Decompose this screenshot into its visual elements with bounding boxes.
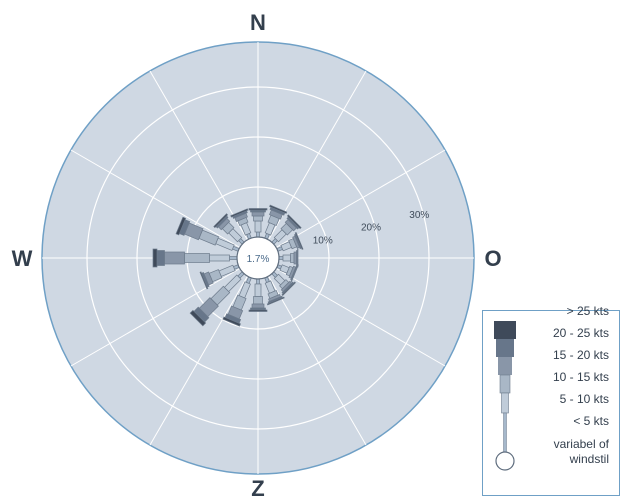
grid-spoke bbox=[268, 275, 367, 446]
grid-spoke bbox=[149, 275, 248, 446]
legend-label-10-15: 10 - 15 kts bbox=[552, 370, 609, 384]
compass-south-label: Z bbox=[251, 476, 264, 499]
legend-swatch-lt5 bbox=[503, 412, 507, 454]
bar-segment bbox=[209, 254, 230, 262]
direction-bar-Z bbox=[248, 278, 268, 312]
legend-label-5-10: 5 - 10 kts bbox=[559, 392, 609, 406]
bar-segment bbox=[256, 231, 260, 238]
direction-bar-W bbox=[152, 248, 238, 268]
grid-spoke bbox=[149, 70, 248, 241]
bar-segment bbox=[286, 214, 302, 230]
bar-segment bbox=[269, 204, 288, 214]
calm-value-label: 1.7% bbox=[247, 254, 270, 265]
bar-segment bbox=[199, 271, 209, 290]
legend-label-calm-2: windstil bbox=[569, 452, 609, 466]
bar-segment bbox=[251, 303, 265, 309]
legend-swatch-5-10 bbox=[501, 392, 509, 414]
direction-bar-WZW bbox=[199, 264, 240, 290]
legend-label-20-25: 20 - 25 kts bbox=[552, 326, 609, 340]
bar-segment bbox=[297, 248, 299, 268]
bar-segment bbox=[248, 309, 268, 312]
bar-segment bbox=[254, 220, 262, 233]
legend-label-lt5: < 5 kts bbox=[573, 414, 609, 428]
direction-bar-OZO bbox=[276, 264, 299, 283]
grid-spoke bbox=[275, 268, 446, 367]
bar-segment bbox=[281, 281, 296, 296]
bar-segment bbox=[294, 232, 304, 250]
direction-bar-ZZO bbox=[264, 276, 285, 306]
bar-segment bbox=[152, 248, 158, 268]
compass-west-label: W bbox=[12, 246, 33, 271]
calm-circle bbox=[236, 236, 280, 280]
bar-segment bbox=[290, 264, 299, 283]
bar-segment bbox=[290, 253, 295, 263]
bar-segment bbox=[230, 208, 249, 218]
bar-segment bbox=[222, 316, 241, 327]
grid-spoke bbox=[275, 149, 446, 248]
direction-bar-N bbox=[248, 208, 268, 238]
legend-swatch-15-20 bbox=[498, 357, 512, 375]
bar-segment bbox=[189, 309, 207, 327]
bar-segment bbox=[254, 283, 262, 297]
legend-swatch-gt25 bbox=[494, 321, 516, 339]
rose-grid: 10% 20% 30% bbox=[42, 42, 474, 474]
direction-bar-ZW bbox=[189, 271, 245, 327]
legend: > 25 kts 20 - 25 kts 15 - 20 kts 10 - 15… bbox=[482, 304, 620, 496]
legend-label-calm-1: variabel of bbox=[553, 437, 609, 451]
bar-segment bbox=[256, 278, 260, 285]
bar-segment bbox=[282, 254, 291, 262]
direction-bar-ZO bbox=[271, 271, 296, 296]
grid-ring bbox=[136, 136, 380, 380]
direction-bar-NNW bbox=[230, 208, 252, 240]
legend-swatch-20-25 bbox=[496, 339, 514, 357]
bar-segment bbox=[251, 211, 265, 217]
bar-segment bbox=[253, 215, 263, 222]
bar-segment bbox=[156, 250, 165, 266]
bar-segment bbox=[175, 216, 187, 236]
bar-segment bbox=[229, 256, 238, 260]
direction-bar-ONO bbox=[276, 232, 304, 252]
direction-bar-WNW bbox=[175, 216, 240, 252]
legend-label-15-20: 15 - 20 kts bbox=[552, 348, 609, 362]
grid-spoke bbox=[70, 268, 241, 367]
compass-north-label: N bbox=[250, 10, 266, 35]
bar-segment bbox=[248, 208, 268, 211]
grid-spoke bbox=[70, 149, 241, 248]
ring-label: 10% bbox=[313, 236, 333, 247]
bar-segment bbox=[266, 296, 285, 306]
bar-segment bbox=[213, 213, 229, 229]
legend-label-gt25: > 25 kts bbox=[566, 304, 609, 318]
bar-segment bbox=[293, 251, 297, 265]
bar-segment bbox=[253, 296, 263, 305]
compass-east-label: O bbox=[484, 246, 501, 271]
grid-ring bbox=[86, 86, 430, 430]
bar-segment bbox=[184, 253, 210, 263]
direction-bar-NNO bbox=[264, 204, 288, 240]
direction-bar-O bbox=[278, 248, 299, 268]
legend-swatch-10-15 bbox=[499, 374, 511, 394]
bar-segment bbox=[164, 251, 185, 265]
ring-label: 30% bbox=[409, 210, 429, 221]
direction-bar-ZZW bbox=[222, 276, 252, 327]
bar-segment bbox=[278, 256, 284, 260]
direction-bar-NW bbox=[213, 213, 245, 245]
legend-swatches bbox=[494, 321, 516, 471]
ring-label: 20% bbox=[361, 223, 381, 234]
legend-calm-circle bbox=[495, 451, 515, 471]
rose-bars bbox=[152, 204, 304, 327]
calm-center: 1.7% bbox=[236, 236, 280, 280]
